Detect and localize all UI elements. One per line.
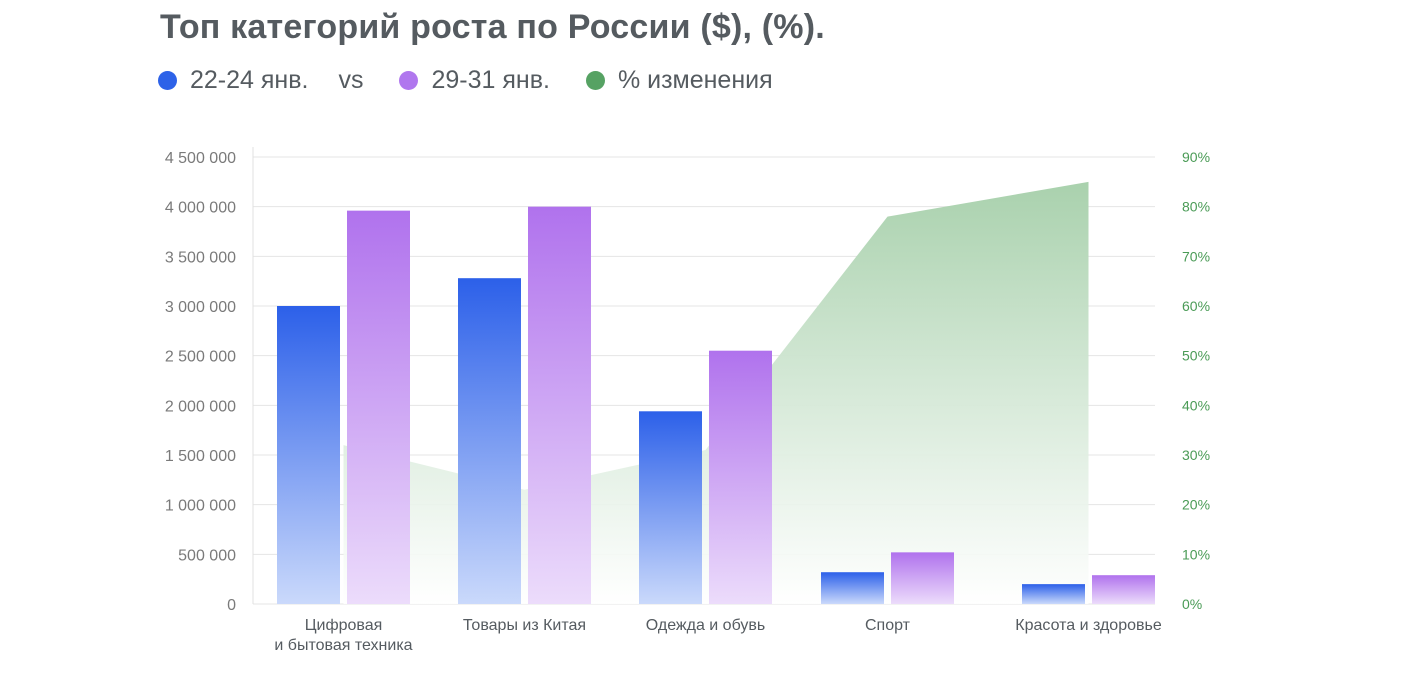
chart-title: Топ категорий роста по России ($), (%). <box>160 8 825 46</box>
y-tick-label: 500 000 <box>178 547 236 564</box>
legend-separator: vs <box>338 65 364 94</box>
y2-tick-label: 80% <box>1182 199 1210 215</box>
x-tick-label: Цифровая <box>305 617 383 634</box>
legend-dot-series3 <box>585 70 605 90</box>
legend-label-series2: 29-31 янв. <box>431 65 550 94</box>
y2-tick-label: 70% <box>1182 248 1210 264</box>
bar-series2 <box>528 206 591 604</box>
y-tick-label: 4 000 000 <box>165 200 236 217</box>
y-tick-label: 1 000 000 <box>165 498 236 515</box>
y-tick-label: 4 500 000 <box>165 150 236 167</box>
bar-series1 <box>458 278 521 604</box>
bar-series1 <box>277 306 340 604</box>
legend-dot-series2 <box>399 70 419 90</box>
legend-item-series1: 22-24 янв. <box>158 66 308 95</box>
bar-series1 <box>1022 584 1085 604</box>
y-tick-label: 2 500 000 <box>165 349 236 366</box>
bar-series1 <box>821 572 884 604</box>
y-tick-label: 0 <box>227 597 236 614</box>
y2-tick-label: 60% <box>1182 298 1210 314</box>
legend-item-series3: % изменения <box>585 65 773 95</box>
legend-label-series1: 22-24 янв. <box>190 65 309 94</box>
y-tick-label: 2 000 000 <box>165 398 236 415</box>
x-tick-label: Красота и здоровье <box>1015 617 1162 634</box>
bar-series2 <box>347 210 410 604</box>
y2-tick-label: 30% <box>1182 447 1210 463</box>
y-tick-label: 3 500 000 <box>165 249 236 266</box>
y-tick-label: 1 500 000 <box>165 448 236 465</box>
x-tick-label: Одежда и обувь <box>646 617 765 634</box>
x-tick-label: Спорт <box>865 617 911 634</box>
x-tick-label: и бытовая техника <box>274 637 412 654</box>
legend-item-series2: 29-31 янв. <box>399 65 550 95</box>
legend-dot-series1 <box>158 70 177 90</box>
chart-legend: 22-24 янв. vs 29-31 янв. % изменения <box>158 62 773 98</box>
bar-series1 <box>639 411 702 604</box>
y2-tick-label: 10% <box>1182 546 1210 562</box>
y2-tick-label: 40% <box>1182 397 1210 413</box>
y-tick-label: 3 000 000 <box>165 299 236 316</box>
bar-series2 <box>709 350 772 604</box>
bar-series2 <box>891 552 954 604</box>
y2-tick-label: 90% <box>1182 149 1210 165</box>
y2-tick-label: 20% <box>1182 497 1210 513</box>
y2-tick-label: 50% <box>1182 348 1210 364</box>
legend-label-series3: % изменения <box>617 65 773 94</box>
x-tick-label: Товары из Китая <box>463 617 586 634</box>
y2-tick-label: 0% <box>1182 596 1202 612</box>
bar-series2 <box>1092 575 1155 604</box>
